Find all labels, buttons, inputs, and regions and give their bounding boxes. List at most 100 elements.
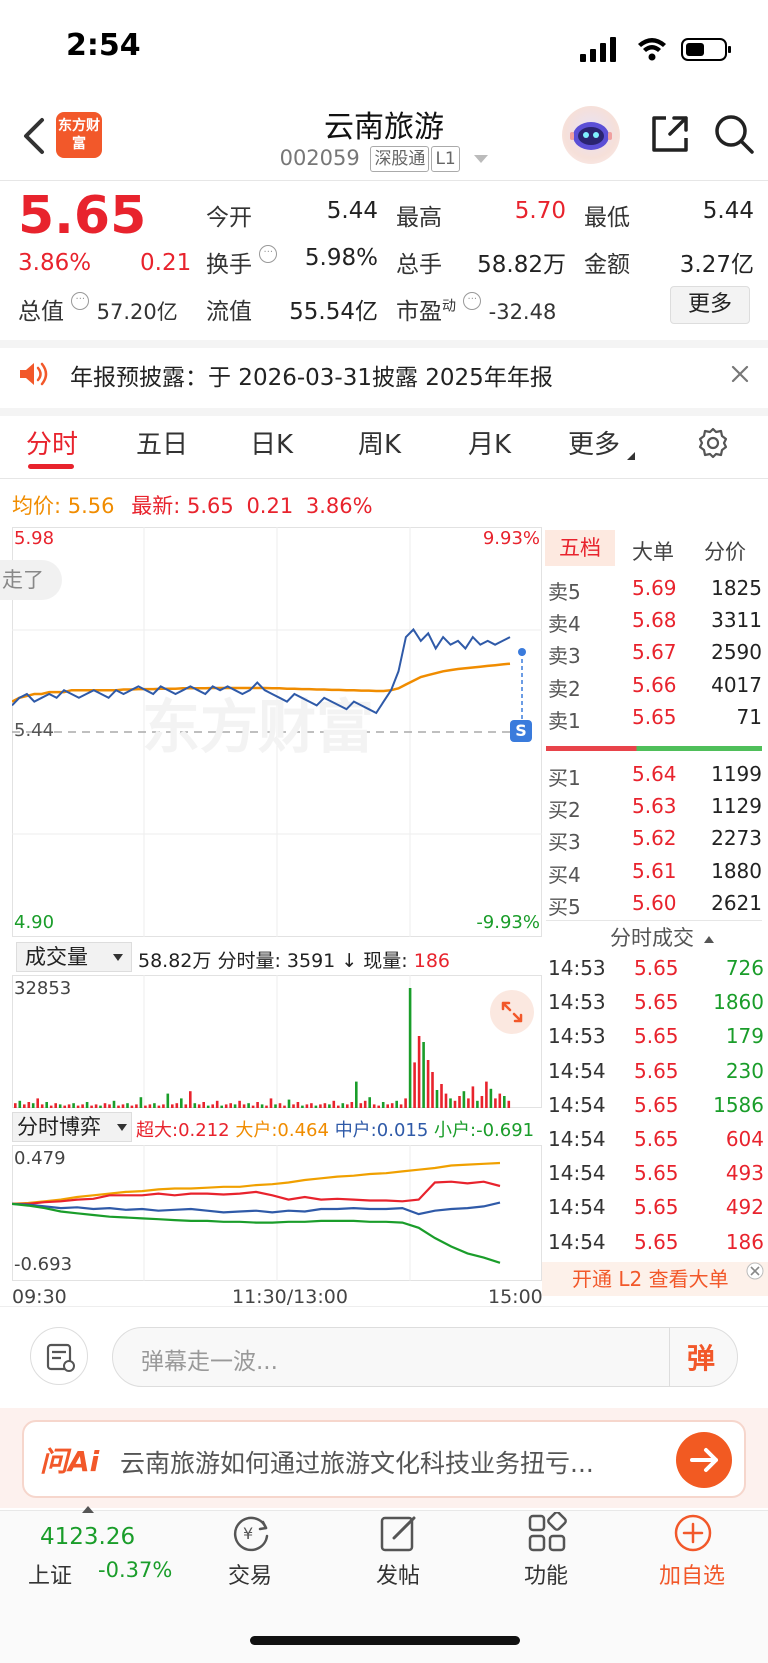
index-name[interactable]: 上证: [28, 1564, 73, 1589]
level-volume: 71: [736, 704, 762, 729]
level-price: 5.66: [632, 672, 677, 697]
volume-bar: [431, 1072, 434, 1108]
intraday-info-line: 均价: 5.56 最新: 5.65 0.21 3.86%: [12, 490, 373, 520]
ai-robot-icon[interactable]: [562, 106, 620, 164]
caret-down-icon: [117, 1124, 127, 1131]
large-label: 大户:: [235, 1120, 278, 1141]
gear-icon[interactable]: [696, 426, 730, 460]
status-icons: [580, 37, 731, 62]
add-watchlist-icon[interactable]: [672, 1512, 714, 1554]
volume-bar: [117, 1105, 120, 1108]
large-flow-line: [12, 1161, 501, 1205]
more-quote-button[interactable]: 更多: [670, 286, 750, 324]
arrow-right-icon[interactable]: [676, 1432, 732, 1488]
comment-divider: [669, 1328, 670, 1386]
game-chart[interactable]: [12, 1145, 542, 1281]
nav-post[interactable]: 发帖: [375, 1564, 420, 1589]
info-icon[interactable]: ···: [259, 245, 278, 263]
comment-input[interactable]: 弹幕走一波... 弹: [112, 1327, 738, 1387]
speaker-icon: [20, 362, 48, 386]
trade-volume: 179: [725, 1024, 764, 1049]
tab-weekly-k[interactable]: 周K: [358, 430, 402, 460]
share-icon[interactable]: [648, 112, 692, 156]
game-selector[interactable]: 分时博弈: [12, 1112, 132, 1142]
functions-grid-icon[interactable]: [526, 1512, 568, 1554]
volume-total: 58.82万: [138, 950, 212, 972]
volume-bar: [63, 1105, 66, 1108]
tab-daily-k[interactable]: 日K: [250, 430, 294, 460]
trade-icon[interactable]: ¥: [230, 1512, 272, 1554]
level-price: 5.60: [632, 890, 677, 915]
back-button[interactable]: [14, 112, 54, 160]
large-value: 0.464: [277, 1120, 329, 1141]
tab-more[interactable]: 更多: [568, 424, 636, 461]
nav-add-watchlist[interactable]: 加自选: [658, 1564, 725, 1589]
trade-price: 5.65: [634, 1058, 679, 1083]
volume-bar: [256, 1102, 259, 1108]
comment-placeholder: 弹幕走一波...: [141, 1349, 278, 1375]
close-icon[interactable]: [746, 1262, 764, 1280]
info-icon[interactable]: ···: [71, 292, 90, 310]
info-icon[interactable]: ···: [463, 292, 482, 310]
level-label: 买1: [548, 766, 581, 790]
index-pct[interactable]: -0.37%: [98, 1558, 173, 1582]
notice-text[interactable]: 年报预披露：于 2026-03-31披露 2025年年报: [70, 365, 553, 391]
edit-post-icon[interactable]: [378, 1512, 420, 1554]
ai-question-bar[interactable]: 问Ai 云南旅游如何通过旅游文化科技业务扭亏...: [22, 1420, 746, 1498]
volume-bar: [332, 1100, 336, 1108]
volume-chart[interactable]: [12, 975, 542, 1108]
orderbook-tab-five[interactable]: 五档: [545, 530, 615, 566]
level-label: 卖3: [548, 644, 581, 669]
volume-bar: [337, 1105, 340, 1108]
svg-text:¥: ¥: [243, 1524, 253, 1543]
orderbook-divider: [546, 920, 762, 921]
danmu-send-button[interactable]: 弹: [687, 1342, 716, 1375]
nav-functions[interactable]: 功能: [523, 1564, 568, 1589]
index-value[interactable]: 4123.26: [40, 1524, 136, 1550]
s-marker[interactable]: S: [510, 720, 532, 742]
expand-icon[interactable]: [490, 990, 534, 1034]
l2-banner[interactable]: 开通 L2 查看大单: [542, 1262, 768, 1296]
volume-bar: [323, 1103, 327, 1108]
danmaku-bubble[interactable]: 走了: [0, 560, 62, 600]
trade-price: 5.65: [634, 1195, 679, 1220]
danmaku-settings-icon[interactable]: [30, 1327, 88, 1385]
tab-monthly-k[interactable]: 月K: [468, 430, 512, 460]
trade-volume: 493: [725, 1161, 764, 1186]
volume-bar: [229, 1103, 232, 1108]
volume-bar: [301, 1105, 304, 1108]
trade-price: 5.65: [634, 956, 679, 980]
level-volume: 2590: [711, 640, 762, 665]
search-icon[interactable]: [712, 112, 756, 156]
volume-bar: [287, 1099, 291, 1108]
level-price: 5.68: [632, 608, 677, 633]
game-y-bottom: -0.693: [14, 1254, 73, 1275]
stock-code-row[interactable]: 002059 深股通 L1: [0, 146, 768, 172]
volume-bar: [202, 1102, 205, 1108]
tab-intraday[interactable]: 分时: [26, 430, 79, 460]
price-chart[interactable]: 东方财富: [12, 527, 542, 937]
volume-bar: [341, 1103, 345, 1108]
volume-selector[interactable]: 成交量: [16, 942, 132, 972]
orderbook-tab-big[interactable]: 大单: [632, 540, 674, 564]
last-price: 5.65: [18, 186, 147, 246]
nav-trade[interactable]: 交易: [227, 1564, 272, 1589]
volume-bar: [328, 1104, 331, 1108]
volume-bar: [395, 1100, 398, 1108]
game-y-top: 0.479: [14, 1148, 66, 1169]
status-time: 2:54: [66, 28, 141, 63]
close-icon[interactable]: [730, 364, 750, 384]
bid-row: 买3 5.62 2273: [546, 826, 764, 856]
volume-bar: [76, 1105, 80, 1108]
trades-title[interactable]: 分时成交: [610, 922, 714, 952]
orderbook-tab-price[interactable]: 分价: [704, 540, 746, 564]
pe-row: 市盈动 ··· -32.48: [396, 292, 556, 326]
level-label: 卖4: [548, 612, 581, 637]
tab-five-day[interactable]: 五日: [136, 430, 189, 460]
volume-bar: [435, 1090, 439, 1108]
level-price: 5.63: [632, 794, 677, 819]
volume-bar: [242, 1104, 246, 1108]
volume-bar: [189, 1091, 192, 1108]
volume-bar: [233, 1104, 237, 1108]
mid-label: 中户:: [334, 1120, 377, 1141]
